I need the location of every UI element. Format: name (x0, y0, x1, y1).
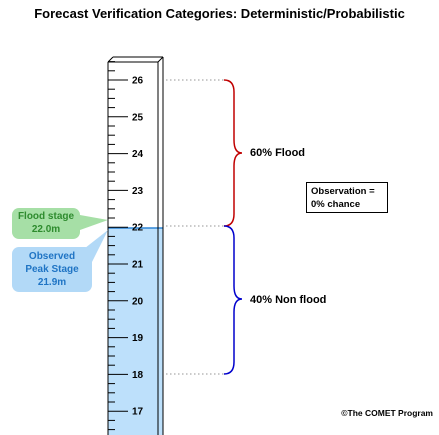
observation-line2: 0% chance (311, 199, 361, 210)
tick-label: 26 (132, 76, 144, 87)
flood-badge-pointer (80, 215, 108, 230)
tick-label: 17 (132, 407, 144, 418)
lower-range-label: 40% Non flood (250, 294, 326, 306)
water-fill (108, 228, 163, 435)
dotted-guides (166, 79, 224, 375)
gauge-ticks: 26 25 24 23 22 21 20 19 18 17 (108, 61, 144, 431)
copyright-note: ©The COMET Program (341, 408, 433, 418)
flood-stage-badge: Flood stage 22.0m (12, 208, 80, 239)
tick-label: 25 (132, 112, 144, 123)
lower-brace (223, 225, 243, 375)
tick-label: 21 (132, 260, 144, 271)
tick-label: 18 (132, 370, 144, 381)
tick-label: 23 (132, 186, 144, 197)
observation-box: Observation = 0% chance (306, 182, 388, 213)
upper-brace (223, 79, 243, 227)
tick-label: 22 (132, 223, 144, 234)
peak-stage-badge: Observed Peak Stage 21.9m (12, 247, 92, 292)
tick-label: 19 (132, 333, 144, 344)
upper-range-label: 60% Flood (250, 147, 305, 159)
flood-stage-value: 22.0m (31, 224, 61, 235)
observation-line1: Observation = (311, 186, 375, 197)
peak-stage-value: 21.9m (37, 277, 67, 288)
diagram-title: Forecast Verification Categories: Determ… (34, 6, 405, 21)
peak-stage-line1: Observed (28, 251, 76, 262)
gauge-tube (107, 56, 164, 435)
flood-stage-label: Flood stage (17, 211, 75, 222)
tick-label: 24 (132, 149, 144, 160)
peak-stage-line2: Peak Stage (25, 264, 79, 275)
tick-label: 20 (132, 296, 144, 307)
